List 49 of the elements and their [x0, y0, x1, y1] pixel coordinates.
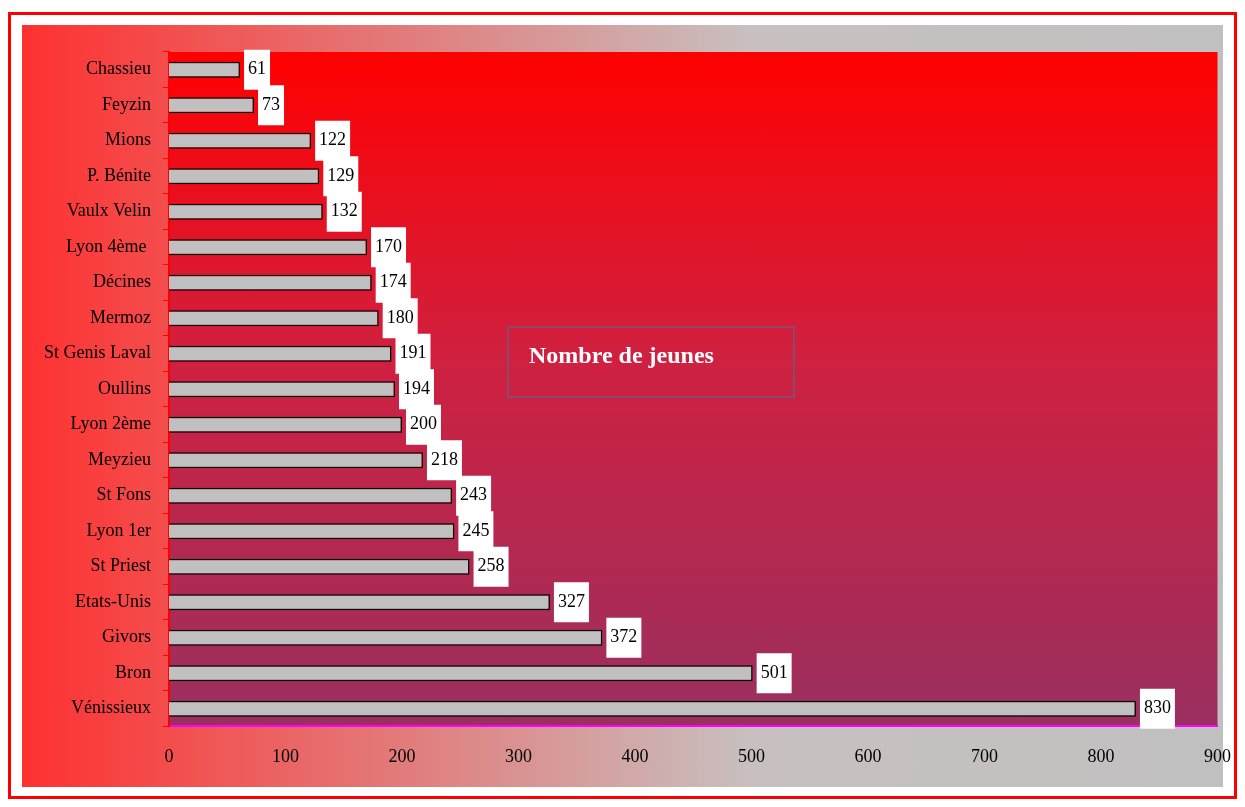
data-label: 194	[402, 377, 430, 398]
y-tick-label: Lyon 4ème	[66, 235, 151, 256]
data-label: 191	[399, 342, 427, 363]
x-tick-label: 200	[388, 745, 416, 766]
y-tick-label: St Fons	[96, 484, 151, 505]
data-label: 129	[327, 164, 355, 185]
data-label: 170	[375, 235, 403, 256]
y-tick-label: Chassieu	[85, 58, 151, 79]
data-label: 372	[610, 626, 638, 647]
data-label: 174	[379, 271, 407, 292]
y-tick-label: Mermoz	[90, 306, 151, 327]
data-label: 218	[430, 448, 458, 469]
y-tick-label: St Genis Laval	[44, 342, 151, 363]
x-tick-label: 500	[737, 745, 765, 766]
x-tick-label: 700	[971, 745, 998, 766]
data-label: 243	[460, 484, 488, 505]
y-tick-label: Oullins	[97, 377, 151, 398]
x-tick-label: 300	[504, 745, 532, 766]
y-tick-label: Bron	[114, 661, 151, 682]
y-tick-label: Mions	[104, 129, 151, 150]
y-tick-label: Décines	[93, 271, 151, 292]
y-tick-label: Feyzin	[101, 93, 151, 114]
data-label: 180	[386, 306, 414, 327]
y-tick-label: Vénissieux	[70, 697, 151, 718]
data-label: 200	[409, 413, 437, 434]
x-tick-label: 100	[271, 745, 299, 766]
data-label: 501	[760, 661, 788, 682]
y-tick-label: Lyon 1er	[86, 519, 151, 540]
data-label: 327	[557, 590, 585, 611]
data-label: 830	[1143, 697, 1171, 718]
data-label: 122	[319, 129, 347, 150]
y-tick-label: Etats-Unis	[74, 590, 151, 611]
data-label: 73	[262, 93, 281, 114]
y-tick-label: Meyzieu	[88, 448, 151, 469]
x-tick-label: 800	[1087, 745, 1115, 766]
y-tick-label: Vaulx Velin	[66, 200, 151, 221]
x-tick-label: 400	[621, 745, 649, 766]
data-label: 245	[462, 519, 490, 540]
text: Nombre de jeunes	[507, 326, 795, 398]
y-tick-label: P. Bénite	[86, 164, 151, 185]
y-tick-label: St Priest	[90, 555, 151, 576]
data-label: 61	[248, 58, 267, 79]
y-tick-label: Lyon 2ème	[70, 413, 151, 434]
y-tick-label: Givors	[101, 626, 151, 647]
x-tick-label: 900	[1204, 745, 1231, 766]
data-label: 132	[330, 200, 358, 221]
x-tick-label: 600	[854, 745, 882, 766]
data-label: 258	[477, 555, 505, 576]
x-tick-label: 0	[164, 745, 174, 766]
